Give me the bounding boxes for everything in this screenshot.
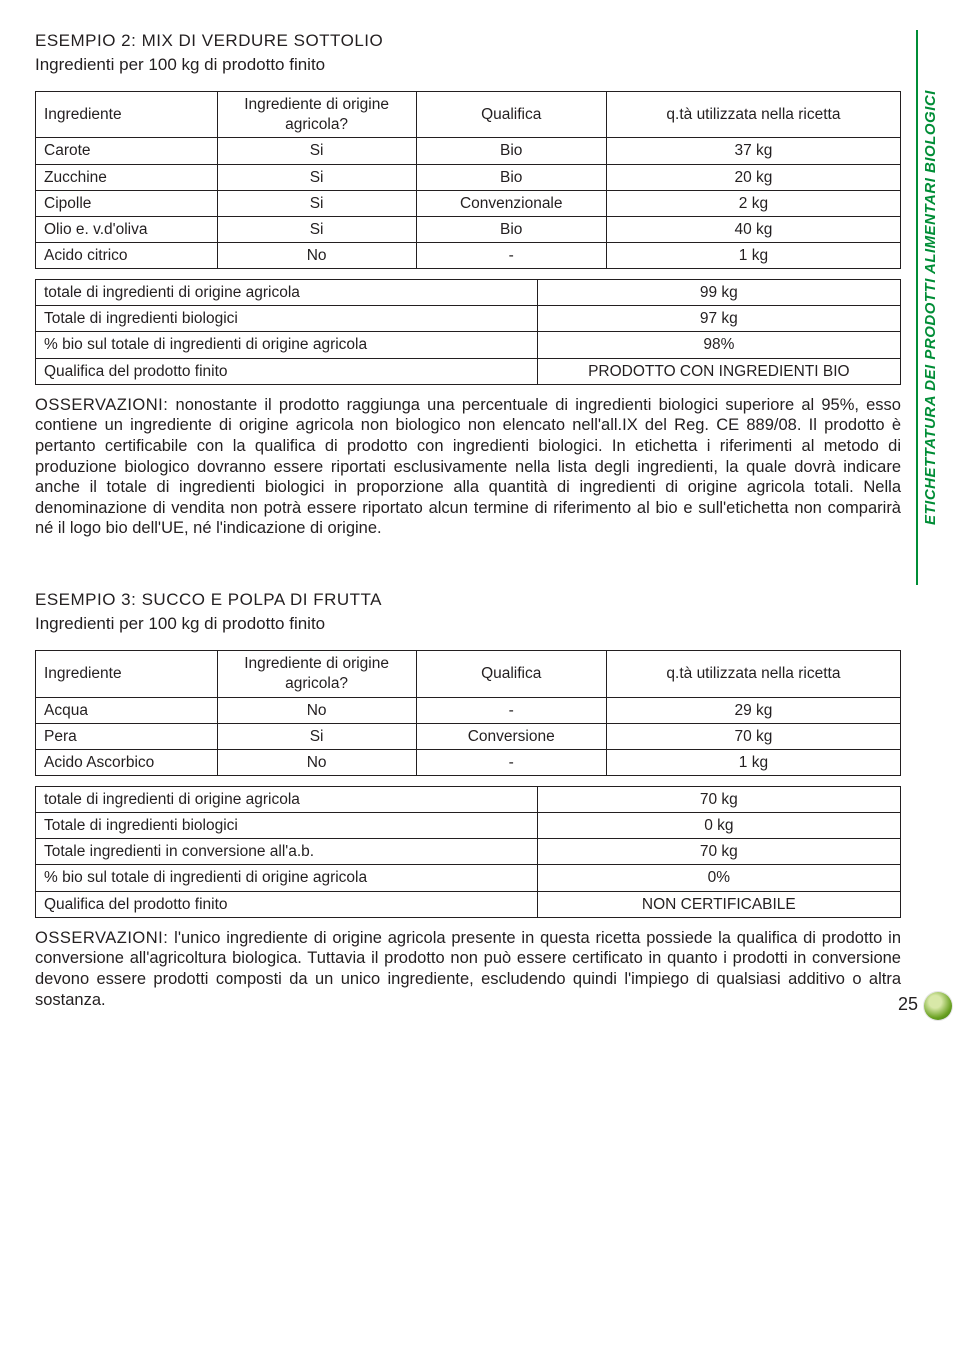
cell: 37 kg xyxy=(606,138,900,164)
cell: - xyxy=(416,749,606,775)
cell: Acqua xyxy=(36,697,218,723)
example-3-summary-table: totale di ingredienti di origine agricol… xyxy=(35,786,901,918)
table-row: totale di ingredienti di origine agricol… xyxy=(36,280,901,306)
cell: 0 kg xyxy=(537,813,900,839)
cell: 70 kg xyxy=(606,723,900,749)
example-3-ingredients-table: Ingrediente Ingrediente di origine agric… xyxy=(35,650,901,776)
cell: PRODOTTO CON INGREDIENTI BIO xyxy=(537,358,900,384)
table-row: Qualifica del prodotto finito PRODOTTO C… xyxy=(36,358,901,384)
table-row: Qualifica del prodotto finito NON CERTIF… xyxy=(36,891,901,917)
cell: Bio xyxy=(416,138,606,164)
cell: - xyxy=(416,697,606,723)
cell: 70 kg xyxy=(537,839,900,865)
table-header: Ingrediente xyxy=(36,651,218,697)
example-2-summary-table: totale di ingredienti di origine agricol… xyxy=(35,279,901,385)
cell: Totale di ingredienti biologici xyxy=(36,813,538,839)
cell: Si xyxy=(217,190,416,216)
example-2-observations: OSSERVAZIONI: nonostante il prodotto rag… xyxy=(35,395,901,539)
cell: Totale di ingredienti biologici xyxy=(36,306,538,332)
cell: % bio sul totale di ingredienti di origi… xyxy=(36,865,538,891)
page-number: 25 xyxy=(898,993,918,1016)
cell: Totale ingredienti in conversione all'a.… xyxy=(36,839,538,865)
cell: Carote xyxy=(36,138,218,164)
cell: Si xyxy=(217,723,416,749)
cell: Conversione xyxy=(416,723,606,749)
cell: No xyxy=(217,749,416,775)
cell: Convenzionale xyxy=(416,190,606,216)
table-header: Ingrediente di origine agricola? xyxy=(217,651,416,697)
table-header: Ingrediente di origine agricola? xyxy=(217,92,416,138)
cell: 97 kg xyxy=(537,306,900,332)
table-row: Acido citrico No - 1 kg xyxy=(36,243,901,269)
cell: Qualifica del prodotto finito xyxy=(36,358,538,384)
example-3-subtitle: Ingredienti per 100 kg di prodotto finit… xyxy=(35,613,901,635)
obs-text: nonostante il prodotto raggiunga una per… xyxy=(35,396,901,538)
cell: 20 kg xyxy=(606,164,900,190)
cell: Bio xyxy=(416,164,606,190)
table-header: q.tà utilizzata nella ricetta xyxy=(606,651,900,697)
cell: 70 kg xyxy=(537,787,900,813)
table-row: Totale di ingredienti biologici 0 kg xyxy=(36,813,901,839)
cell: 98% xyxy=(537,332,900,358)
table-row: Carote Si Bio 37 kg xyxy=(36,138,901,164)
page-content: ESEMPIO 2: MIX DI VERDURE SOTTOLIO Ingre… xyxy=(35,30,901,1010)
table-header: Ingrediente xyxy=(36,92,218,138)
table-row: Totale ingredienti in conversione all'a.… xyxy=(36,839,901,865)
cell: 2 kg xyxy=(606,190,900,216)
cell: Acido Ascorbico xyxy=(36,749,218,775)
table-row: % bio sul totale di ingredienti di origi… xyxy=(36,865,901,891)
table-row: Zucchine Si Bio 20 kg xyxy=(36,164,901,190)
table-header: Qualifica xyxy=(416,92,606,138)
cell: totale di ingredienti di origine agricol… xyxy=(36,280,538,306)
table-row: Acido Ascorbico No - 1 kg xyxy=(36,749,901,775)
cell: 40 kg xyxy=(606,216,900,242)
cell: Olio e. v.d'oliva xyxy=(36,216,218,242)
cell: Qualifica del prodotto finito xyxy=(36,891,538,917)
table-header: q.tà utilizzata nella ricetta xyxy=(606,92,900,138)
obs-label: OSSERVAZIONI: xyxy=(35,929,168,947)
cell: 29 kg xyxy=(606,697,900,723)
cell: 0% xyxy=(537,865,900,891)
side-section-label: ETICHETTATURA DEI PRODOTTI ALIMENTARI BI… xyxy=(921,30,941,585)
cell: Si xyxy=(217,164,416,190)
side-rule xyxy=(916,30,918,585)
cell: Si xyxy=(217,216,416,242)
cell: Bio xyxy=(416,216,606,242)
example-3-title: ESEMPIO 3: SUCCO E POLPA DI FRUTTA xyxy=(35,589,901,611)
cell: 99 kg xyxy=(537,280,900,306)
table-row: Cipolle Si Convenzionale 2 kg xyxy=(36,190,901,216)
table-header: Qualifica xyxy=(416,651,606,697)
example-2: ESEMPIO 2: MIX DI VERDURE SOTTOLIO Ingre… xyxy=(35,30,901,539)
cell: Zucchine xyxy=(36,164,218,190)
cell: Cipolle xyxy=(36,190,218,216)
table-row: Pera Si Conversione 70 kg xyxy=(36,723,901,749)
cell: 1 kg xyxy=(606,243,900,269)
table-row: % bio sul totale di ingredienti di origi… xyxy=(36,332,901,358)
cell: No xyxy=(217,243,416,269)
certification-logo-icon xyxy=(924,992,952,1020)
table-row: Totale di ingredienti biologici 97 kg xyxy=(36,306,901,332)
table-row: Olio e. v.d'oliva Si Bio 40 kg xyxy=(36,216,901,242)
cell: No xyxy=(217,697,416,723)
cell: - xyxy=(416,243,606,269)
example-3-observations: OSSERVAZIONI: l'unico ingrediente di ori… xyxy=(35,928,901,1011)
example-2-ingredients-table: Ingrediente Ingrediente di origine agric… xyxy=(35,91,901,269)
table-row: Acqua No - 29 kg xyxy=(36,697,901,723)
cell: NON CERTIFICABILE xyxy=(537,891,900,917)
example-3: ESEMPIO 3: SUCCO E POLPA DI FRUTTA Ingre… xyxy=(35,589,901,1010)
cell: Pera xyxy=(36,723,218,749)
table-header-row: Ingrediente Ingrediente di origine agric… xyxy=(36,651,901,697)
cell: % bio sul totale di ingredienti di origi… xyxy=(36,332,538,358)
cell: 1 kg xyxy=(606,749,900,775)
cell: Si xyxy=(217,138,416,164)
obs-label: OSSERVAZIONI: xyxy=(35,396,168,414)
cell: totale di ingredienti di origine agricol… xyxy=(36,787,538,813)
cell: Acido citrico xyxy=(36,243,218,269)
example-2-subtitle: Ingredienti per 100 kg di prodotto finit… xyxy=(35,54,901,76)
table-row: totale di ingredienti di origine agricol… xyxy=(36,787,901,813)
example-2-title: ESEMPIO 2: MIX DI VERDURE SOTTOLIO xyxy=(35,30,901,52)
table-header-row: Ingrediente Ingrediente di origine agric… xyxy=(36,92,901,138)
